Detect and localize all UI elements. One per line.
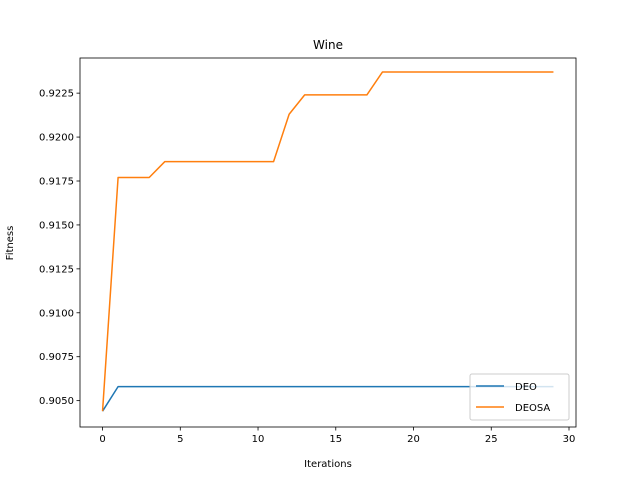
y-tick-label: 0.9075 (39, 352, 74, 363)
legend-label-deosa: DEOSA (515, 403, 550, 414)
y-tick-label: 0.9225 (39, 89, 74, 100)
x-tick-label: 0 (99, 434, 105, 445)
y-tick-label: 0.9175 (39, 177, 74, 188)
x-tick-label: 10 (252, 434, 265, 445)
legend-label-deo: DEO (515, 382, 537, 393)
y-tick-label: 0.9150 (39, 220, 74, 231)
series-line-deosa (101, 71, 554, 412)
legend: DEO DEOSA (469, 373, 570, 421)
y-tick-label: 0.9100 (39, 308, 74, 319)
y-axis-label: Fitness (5, 226, 16, 261)
x-tick-label: 25 (485, 434, 498, 445)
tick-group: 0 5 10 15 20 25 30 0.9050 0.9075 0.9100 0.9125 0.91… (39, 89, 575, 445)
x-tick-label: 30 (563, 434, 576, 445)
plot-frame (79, 57, 577, 428)
y-tick-label: 0.9125 (39, 264, 74, 275)
chart-title: Wine (313, 38, 343, 52)
x-tick-label: 5 (177, 434, 183, 445)
y-tick-label: 0.9050 (39, 396, 74, 407)
x-tick-label: 15 (329, 434, 342, 445)
y-tick-label: 0.9200 (39, 133, 74, 144)
x-axis-label: Iterations (304, 459, 352, 470)
x-tick-label: 20 (407, 434, 420, 445)
